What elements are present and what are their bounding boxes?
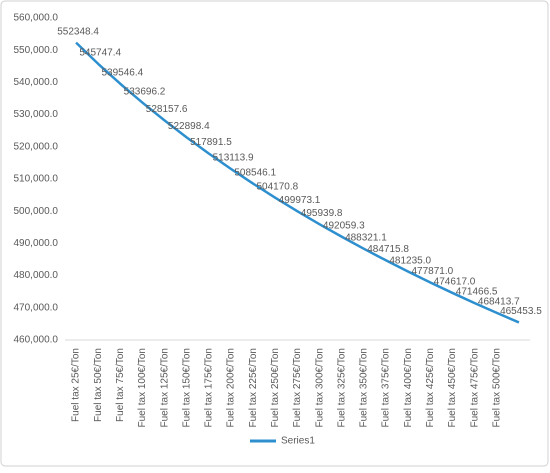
- data-label: 533696.2: [124, 86, 166, 97]
- data-label: 492059.3: [323, 220, 365, 231]
- data-label: 539546.4: [101, 68, 143, 79]
- data-label: 474617.0: [434, 277, 476, 288]
- x-tick-label: Fuel tax 25€/Ton: [71, 348, 82, 422]
- x-tick-label: Fuel tax 175€/Ton: [204, 348, 215, 428]
- data-label: 495939.8: [301, 208, 343, 219]
- x-tick-label: Fuel tax 225€/Ton: [248, 348, 259, 428]
- y-tick-label: 520,000.0: [14, 141, 59, 152]
- x-tick-label: Fuel tax 450€/Ton: [447, 348, 458, 428]
- y-tick-label: 480,000.0: [14, 270, 59, 281]
- x-tick-label: Fuel tax 475€/Ton: [469, 348, 480, 428]
- data-label: 468413.7: [478, 297, 520, 308]
- x-tick-label: Fuel tax 250€/Ton: [270, 348, 281, 428]
- data-label: 508546.1: [234, 167, 276, 178]
- x-tick-label: Fuel tax 350€/Ton: [359, 348, 370, 428]
- x-tick-label: Fuel tax 500€/Ton: [491, 348, 502, 428]
- data-label: 552348.4: [57, 26, 99, 37]
- data-label: 522898.4: [168, 121, 210, 132]
- data-label: 484715.8: [367, 244, 409, 255]
- y-tick-label: 550,000.0: [14, 45, 59, 56]
- data-label: 477871.0: [411, 266, 453, 277]
- data-label: 528157.6: [146, 104, 188, 115]
- x-tick-label: Fuel tax 400€/Ton: [403, 348, 414, 428]
- x-tick-label: Fuel tax 275€/Ton: [292, 348, 303, 428]
- y-tick-label: 500,000.0: [14, 206, 59, 217]
- x-tick-label: Fuel tax 425€/Ton: [425, 348, 436, 428]
- data-label: 471466.5: [456, 287, 498, 298]
- data-label: 488321.1: [345, 232, 387, 243]
- data-label: 465453.5: [500, 306, 542, 317]
- data-label: 545747.4: [79, 48, 121, 59]
- x-tick-label: Fuel tax 200€/Ton: [226, 348, 237, 428]
- x-tick-label: Fuel tax 50€/Ton: [93, 348, 104, 422]
- data-label: 513113.9: [213, 153, 254, 164]
- y-tick-label: 560,000.0: [14, 13, 59, 24]
- x-tick-label: Fuel tax 100€/Ton: [137, 348, 148, 428]
- data-label: 499973.1: [279, 195, 321, 206]
- y-tick-label: 490,000.0: [14, 238, 59, 249]
- y-tick-label: 510,000.0: [14, 174, 59, 185]
- line-series: [75, 41, 520, 324]
- legend-label: Series1: [281, 436, 315, 447]
- data-label: 504170.8: [256, 181, 298, 192]
- x-tick-label: Fuel tax 150€/Ton: [181, 348, 192, 428]
- x-tick-label: Fuel tax 125€/Ton: [159, 348, 170, 428]
- x-tick-label: Fuel tax 375€/Ton: [381, 348, 392, 428]
- x-tick-label: Fuel tax 75€/Ton: [115, 348, 126, 422]
- y-tick-label: 530,000.0: [14, 109, 59, 120]
- data-label: 517891.5: [190, 137, 232, 148]
- y-tick-label: 470,000.0: [14, 302, 59, 313]
- y-tick-label: 540,000.0: [14, 77, 59, 88]
- y-tick-label: 460,000.0: [14, 335, 59, 346]
- x-tick-label: Fuel tax 325€/Ton: [336, 348, 347, 428]
- data-label: 481235.0: [389, 255, 431, 266]
- x-tick-label: Fuel tax 300€/Ton: [314, 348, 325, 428]
